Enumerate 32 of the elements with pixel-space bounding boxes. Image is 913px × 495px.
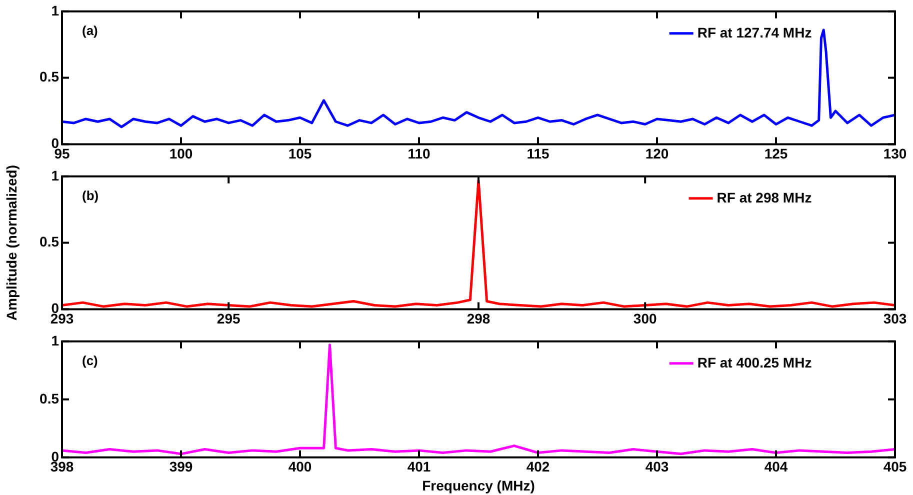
x-tick-label: 404	[764, 458, 788, 475]
x-axis-title: Frequency (MHz)	[422, 477, 535, 494]
y-tick-label: 1	[51, 332, 60, 348]
annotation: (c)	[82, 352, 98, 368]
x-tick-label: 100	[169, 145, 193, 162]
y-tick-label: 0.5	[40, 390, 60, 406]
x-tick-label: 130	[883, 145, 907, 162]
annotation: (b)	[82, 188, 99, 203]
annotation: (a)	[82, 22, 98, 38]
legend-label: RF at 400.25 MHz	[697, 354, 812, 370]
y-axis-title: Amplitude (normalized)	[3, 165, 20, 321]
y-tick-label: 1	[51, 2, 60, 18]
y-tick-label: 0.5	[40, 234, 60, 250]
x-tick-label: 300	[633, 310, 657, 326]
legend-label: RF at 298 MHz	[716, 189, 812, 206]
x-tick-label: 115	[526, 145, 550, 162]
y-tick-label: 1	[51, 167, 60, 184]
x-tick-label: 401	[407, 458, 431, 475]
x-tick-label: 399	[169, 458, 193, 475]
legend-label: RF at 127.74 MHz	[697, 24, 812, 40]
y-tick-label: 0.5	[40, 68, 60, 85]
x-tick-label: 303	[883, 310, 907, 326]
x-tick-label: 298	[466, 310, 490, 326]
x-tick-label: 125	[764, 145, 788, 162]
x-tick-label: 120	[645, 145, 669, 162]
x-tick-label: 110	[408, 145, 431, 162]
x-tick-label: 400	[288, 458, 312, 475]
x-tick-label: 405	[883, 458, 907, 475]
x-tick-label: 402	[526, 458, 550, 475]
x-tick-label: 105	[288, 145, 312, 162]
x-tick-label: 295	[216, 310, 240, 326]
x-tick-label: 403	[645, 458, 669, 475]
